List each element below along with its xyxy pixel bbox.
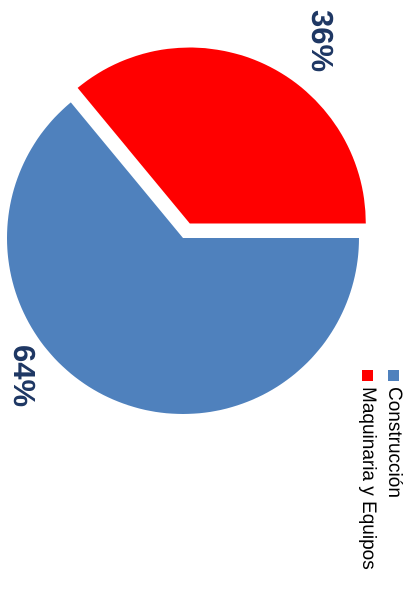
legend-swatch-maquinaria (362, 370, 374, 381)
pie-slice-maquinaria (77, 47, 366, 224)
data-label-maquinaria: 36% (305, 10, 340, 73)
chart-legend: Construcción Maquinaria y Equipos (355, 370, 407, 570)
legend-item-construccion: Construcción (381, 370, 407, 570)
legend-label-maquinaria: Maquinaria y Equipos (358, 387, 379, 570)
legend-label-construccion: Construcción (384, 387, 405, 498)
pie-slice-construccion (6, 102, 359, 414)
legend-swatch-construccion (388, 370, 400, 381)
legend-item-maquinaria: Maquinaria y Equipos (355, 370, 381, 570)
data-label-construccion: 64% (7, 345, 42, 408)
